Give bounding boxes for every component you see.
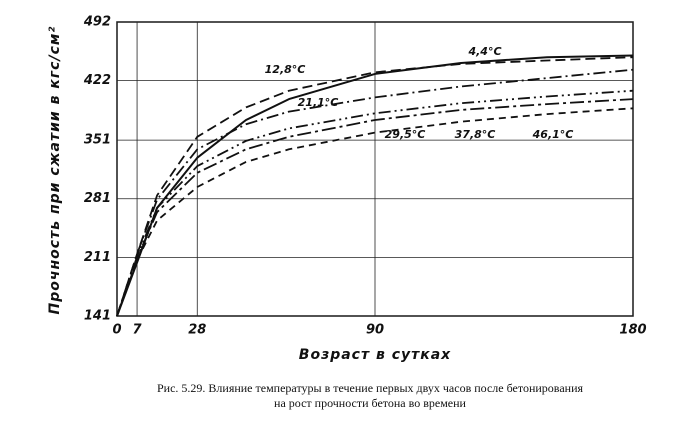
y-axis-label: Прочность при сжатии в кгс/см² [47,26,63,315]
series-label: 29,5°C [385,128,426,141]
x-tick-label: 90 [366,323,384,338]
y-tick-label: 141 [84,309,111,324]
series-line [116,98,634,317]
series-line [116,68,634,317]
y-tick-label: 492 [83,15,111,30]
caption: на рост прочности бетона во времени [274,396,467,410]
series-label: 46,1°C [532,128,574,141]
x-axis-label: Возраст в сутках [299,347,451,363]
y-tick-label: 422 [83,73,111,88]
series-line [116,89,634,317]
series-label: 12,8°C [265,63,306,76]
series-label: 37,8°C [455,128,496,141]
x-tick-label: 7 [133,323,143,338]
y-tick-label: 211 [84,250,111,265]
caption: Рис. 5.29. Влияние температуры в течение… [157,381,584,395]
x-tick-label: 180 [619,323,646,338]
series-label: 21,1°C [298,96,339,109]
series-line [116,107,634,317]
y-tick-label: 351 [84,133,111,148]
series-label: 4,4°C [467,45,501,58]
x-tick-label: 28 [188,323,206,338]
x-tick-label: 0 [112,323,121,338]
y-tick-label: 281 [84,191,111,206]
